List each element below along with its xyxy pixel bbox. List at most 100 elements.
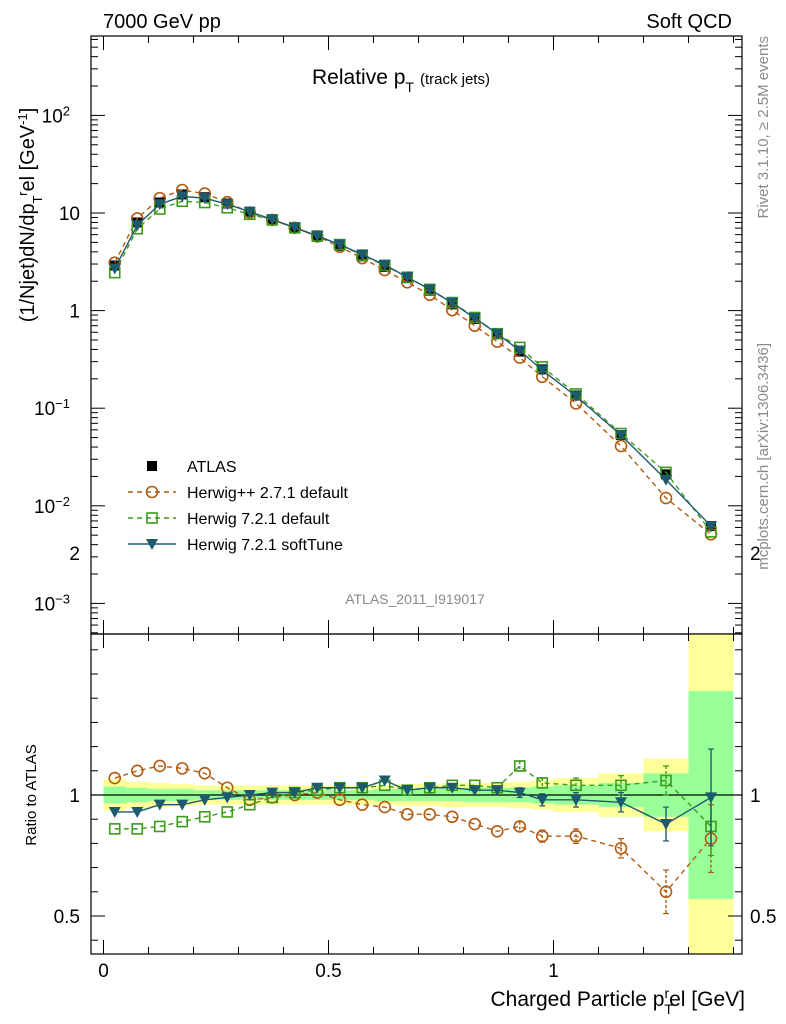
data-point [570,391,582,403]
upper-y-tick-label: 10−3 [34,591,70,616]
x-axis-label: Charged Particle pTrel [GeV] [490,985,745,1017]
ratio-point [401,785,414,797]
lower-y-tick-label: 2 [69,544,80,565]
ratio-point [221,792,234,804]
lower-y-tick-label: 0.5 [54,907,80,928]
ratio-point [243,790,256,801]
data-point [221,199,234,211]
ratio-point [221,806,234,818]
lower-y-tick-label-right: 1 [750,786,761,807]
data-point [660,474,672,486]
ratio-point [356,782,369,794]
lower-x-tick-label: 0 [98,961,109,982]
header-right: Soft QCD [646,11,732,33]
data-point [536,365,549,377]
lower-y-tick-label-right: 2 [750,544,761,565]
series-line [114,189,712,535]
ratio-point [705,792,717,804]
ratio-point [153,799,166,811]
data-point [446,297,459,309]
upper-panel: Relative pT (track jets) (1/Njet)dN/dpTre… [15,35,743,635]
legend-label: Herwig++ 2.7.1 default [187,485,349,502]
legend-marker [146,512,158,524]
ratio-point [108,806,121,818]
lower-panel: Ratio to ATLAS Charged Particle pTrel [G… [23,544,776,1017]
upper-y-axis-label: (1/Njet)dN/dpTrel [GeV-1] [15,108,45,323]
data-point [615,430,627,442]
data-point [423,284,436,296]
data-point [131,220,144,232]
ratio-point [400,808,414,821]
ratio-point [153,759,167,773]
ratio-point [468,817,482,831]
ratio-point [491,785,504,797]
ratio-point [570,794,582,806]
data-point [176,191,189,203]
ratio-point [176,799,189,811]
analysis-id: ATLAS_2011_I919017 [345,591,485,607]
ratio-point [311,782,324,794]
legend: ATLAS Herwig++ 2.7.1 default Herwig 7.2.1 … [128,459,349,554]
ratio-point [615,779,627,792]
ratio-point [198,766,212,780]
data-point [659,491,673,505]
ratio-point [108,823,121,835]
data-point [378,259,391,271]
ratio-point [130,764,144,778]
ratio-point [108,771,122,785]
lower-y-axis-label: Ratio to ATLAS [23,744,40,845]
data-point [288,222,301,234]
legend-marker [146,539,158,550]
data-point [198,193,211,205]
upper-y-tick-label: 1 [69,302,80,323]
data-point [153,199,166,211]
ratio-point [615,797,627,809]
ratio-point [569,829,583,843]
legend-label: Herwig 7.2.1 softTune [187,537,343,554]
ratio-point [153,820,166,833]
ratio-point [513,787,526,799]
lower-frame [90,633,743,955]
upper-series [108,183,718,541]
ratio-point [446,782,459,794]
data-point [333,239,346,251]
lower-x-tick-label: 0.5 [315,961,341,982]
header-left: 7000 GeV pp [103,11,221,33]
ratio-point [355,798,369,811]
legend-label: ATLAS [187,459,237,476]
ratio-bands [103,634,734,954]
data-point [108,263,121,275]
ratio-point [468,785,481,797]
ratio-point [660,774,672,787]
rivet-label: Rivet 3.1.10, ≥ 2.5M events [755,36,772,219]
ratio-point [131,823,144,835]
ratio-point [288,787,301,799]
data-point [243,206,256,218]
legend-marker [147,461,157,471]
ratio-point [535,829,549,843]
ratio-point [333,782,346,794]
ratio-point [198,794,211,806]
data-point [356,249,369,261]
data-point [311,230,324,242]
upper-y-tick-label: 10−1 [34,396,70,421]
data-point [468,312,481,324]
data-point [266,214,279,226]
ratio-point [266,787,279,799]
upper-y-tick-label: 102 [42,103,70,128]
ratio-point [175,762,189,775]
data-point [491,328,504,340]
ratio-point [660,819,672,831]
lower-series [108,748,718,915]
ratio-point [378,800,392,814]
ratio-line [114,779,712,825]
legend-label: Herwig 7.2.1 default [187,511,330,528]
ratio-point [570,779,582,792]
series-line [114,195,712,527]
upper-y-tick-label: 10 [59,204,80,225]
ratio-point [423,782,436,794]
lower-ticks: 0.5 0.5 1 1 2 2 0 0.5 1 [54,544,777,982]
upper-y-tick-label: 10−2 [34,493,70,518]
ratio-point [490,824,504,838]
